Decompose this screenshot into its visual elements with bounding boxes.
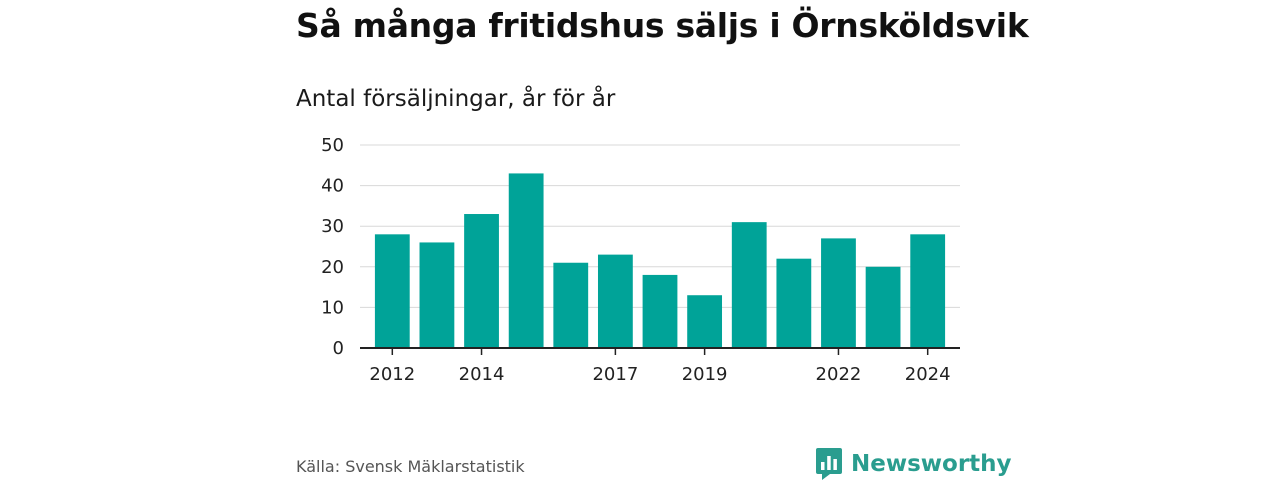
brand-name: Newsworthy <box>851 451 1012 477</box>
bar-2014 <box>464 214 499 348</box>
y-tick-label: 0 <box>333 338 344 359</box>
x-tick-label: 2024 <box>905 364 951 385</box>
x-tick-label: 2017 <box>592 364 638 385</box>
chart-subtitle: Antal försäljningar, år för år <box>296 86 616 112</box>
chart-title: Så många fritidshus säljs i Örnsköldsvik <box>296 6 1029 45</box>
bar-2012 <box>374 234 410 348</box>
bars <box>374 173 946 348</box>
x-axis: 2012 2014 2017 2019 2022 2024 <box>360 347 960 385</box>
y-tick-label: 30 <box>321 216 344 237</box>
y-tick-label: 20 <box>321 257 344 278</box>
bar-2015 <box>508 173 544 348</box>
y-axis: 0 10 20 30 40 50 <box>321 135 344 359</box>
bar-2017 <box>597 254 633 348</box>
y-tick-label: 10 <box>321 297 344 318</box>
source-note: Källa: Svensk Mäklarstatistik <box>296 457 525 476</box>
y-tick-label: 40 <box>321 176 344 197</box>
bar-2021 <box>776 258 812 348</box>
x-tick-label: 2019 <box>682 364 728 385</box>
newsworthy-logo-icon <box>816 448 842 480</box>
bar-2018 <box>642 274 678 348</box>
bar-2019 <box>687 295 723 348</box>
bar-2016 <box>553 262 589 348</box>
x-tick-label: 2012 <box>369 364 415 385</box>
bar-2020 <box>731 222 767 348</box>
bar-2023 <box>865 266 901 348</box>
bar-2013 <box>419 242 455 348</box>
x-tick-label: 2022 <box>816 364 862 385</box>
y-tick-label: 50 <box>321 135 344 156</box>
bar-2022 <box>821 238 856 348</box>
brand-logo: Newsworthy <box>815 447 1012 481</box>
x-tick-label: 2014 <box>459 364 505 385</box>
bar-2024 <box>910 234 946 348</box>
